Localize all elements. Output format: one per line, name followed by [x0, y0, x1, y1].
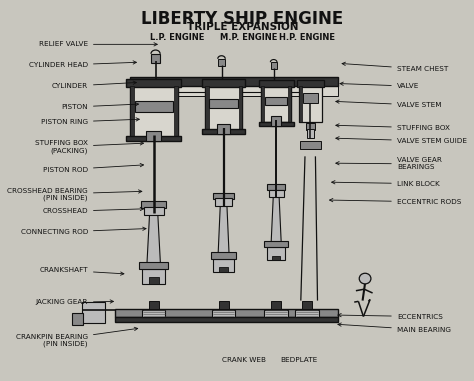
Bar — [213, 193, 234, 199]
Bar — [142, 269, 165, 283]
Bar — [297, 80, 324, 87]
Text: CYLINDER: CYLINDER — [52, 81, 137, 89]
Bar — [144, 207, 164, 215]
Bar — [146, 131, 161, 141]
Bar — [212, 310, 235, 317]
Bar — [261, 86, 264, 122]
Bar — [218, 59, 225, 66]
Bar — [218, 124, 230, 134]
Polygon shape — [218, 206, 229, 253]
Text: CROSSHEAD: CROSSHEAD — [42, 207, 144, 215]
Bar — [213, 259, 234, 272]
Bar — [299, 86, 322, 122]
Bar — [271, 62, 277, 69]
Text: STUFFING BOX: STUFFING BOX — [336, 124, 450, 131]
Bar — [264, 242, 288, 247]
Bar — [211, 252, 236, 259]
Text: VALVE: VALVE — [340, 82, 419, 89]
Text: VALVE STEM GUIDE: VALVE STEM GUIDE — [336, 137, 467, 144]
Polygon shape — [271, 197, 281, 242]
Text: MAIN BEARING: MAIN BEARING — [338, 323, 451, 333]
Bar — [303, 93, 318, 103]
Bar — [261, 86, 291, 122]
Bar — [127, 136, 181, 141]
Bar — [72, 313, 82, 325]
Bar — [115, 309, 338, 317]
Bar — [259, 122, 294, 126]
Bar — [273, 256, 280, 260]
Bar — [149, 277, 159, 283]
Bar — [139, 262, 168, 269]
Bar — [205, 86, 242, 130]
Bar — [130, 86, 134, 138]
Text: CONNECTING ROD: CONNECTING ROD — [20, 227, 146, 235]
Bar — [302, 301, 312, 309]
Text: L.P. ENGINE: L.P. ENGINE — [150, 33, 205, 42]
Bar — [135, 101, 173, 112]
Bar — [202, 129, 246, 134]
Bar — [149, 301, 159, 309]
Text: CRANK WEB: CRANK WEB — [222, 357, 266, 363]
Text: PISTON RING: PISTON RING — [41, 118, 139, 125]
Bar — [299, 86, 301, 122]
Bar — [306, 123, 315, 130]
Text: VALVE STEM: VALVE STEM — [336, 100, 441, 108]
Bar — [141, 201, 166, 208]
Bar — [267, 247, 285, 260]
Bar — [82, 303, 105, 323]
Bar — [259, 80, 294, 87]
Bar — [271, 301, 281, 309]
Bar — [295, 310, 319, 317]
Bar — [264, 310, 288, 317]
Bar — [269, 190, 284, 197]
Bar — [288, 86, 291, 122]
Bar — [202, 79, 246, 87]
Text: TRIPLE EXPANSION: TRIPLE EXPANSION — [187, 22, 298, 32]
Polygon shape — [147, 215, 160, 263]
Text: LIBERTY SHIP ENGINE: LIBERTY SHIP ENGINE — [141, 10, 344, 28]
Bar — [219, 301, 228, 309]
Text: CROSSHEAD BEARING
(PIN INSIDE): CROSSHEAD BEARING (PIN INSIDE) — [7, 187, 142, 201]
Text: ECCENTRICS: ECCENTRICS — [338, 314, 443, 320]
Text: BEDPLATE: BEDPLATE — [280, 357, 318, 363]
Circle shape — [359, 273, 371, 284]
Bar — [142, 310, 165, 317]
Text: RELIEF VALVE: RELIEF VALVE — [39, 42, 157, 47]
Text: CRANKSHAFT: CRANKSHAFT — [39, 267, 124, 275]
Bar — [151, 54, 160, 63]
Bar — [271, 117, 281, 126]
Text: CRANKPIN BEARING
(PIN INSIDE): CRANKPIN BEARING (PIN INSIDE) — [16, 327, 138, 347]
Bar — [238, 86, 242, 130]
Bar — [130, 86, 178, 138]
Bar — [267, 184, 285, 190]
Text: CYLINDER HEAD: CYLINDER HEAD — [29, 61, 137, 68]
Text: JACKING GEAR: JACKING GEAR — [36, 299, 113, 306]
Bar — [130, 85, 338, 96]
Bar — [127, 79, 181, 87]
Bar — [300, 141, 321, 149]
Bar — [205, 86, 209, 130]
Bar — [115, 317, 338, 322]
Bar — [265, 97, 287, 105]
Bar — [130, 77, 338, 86]
Text: H.P. ENGINE: H.P. ENGINE — [279, 33, 335, 42]
Text: LINK BLOCK: LINK BLOCK — [332, 181, 439, 187]
Bar — [215, 198, 232, 206]
Text: PISTON: PISTON — [61, 102, 138, 110]
Text: VALVE GEAR
BEARINGS: VALVE GEAR BEARINGS — [336, 157, 442, 170]
Text: STUFFING BOX
(PACKING): STUFFING BOX (PACKING) — [35, 140, 144, 154]
Bar — [209, 99, 238, 108]
Text: PISTON ROD: PISTON ROD — [43, 163, 144, 173]
Text: STEAM CHEST: STEAM CHEST — [342, 62, 448, 72]
Text: ECCENTRIC RODS: ECCENTRIC RODS — [329, 199, 461, 205]
Bar — [307, 129, 314, 138]
Bar — [219, 267, 228, 272]
Bar — [173, 86, 178, 138]
Text: M.P. ENGINE: M.P. ENGINE — [220, 33, 277, 42]
